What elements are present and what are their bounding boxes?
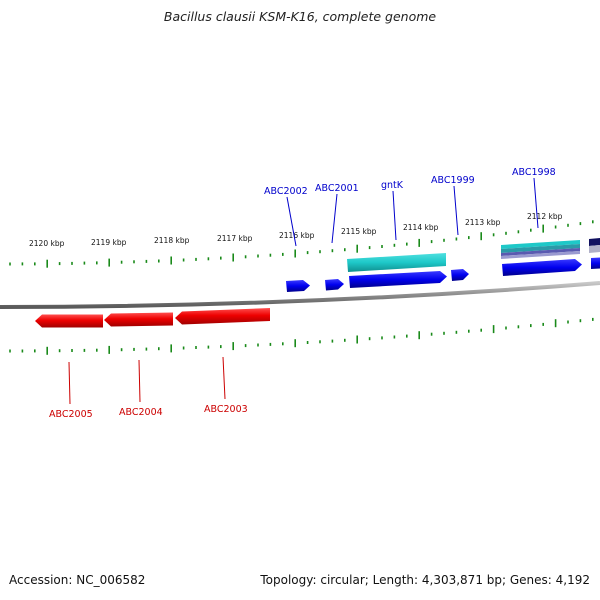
gene-arrow[interactable]: [286, 280, 310, 292]
map-title: Bacillus clausii KSM-K16, complete genom…: [163, 9, 437, 24]
gene-label[interactable]: ABC1998: [512, 167, 556, 178]
feature-band: [347, 253, 446, 272]
gene-arrow[interactable]: [591, 257, 600, 270]
gene-label[interactable]: ABC2003: [204, 404, 248, 415]
feature-band: [589, 245, 600, 253]
gene-arrow[interactable]: [349, 271, 447, 288]
forward-label-leaders: [286, 177, 539, 247]
gene-arrow[interactable]: [325, 279, 344, 291]
reverse-label-leaders: [68, 356, 226, 405]
reverse-strand-features: [35, 308, 270, 328]
gene-label[interactable]: ABC2004: [119, 407, 163, 418]
kbp-label: 2120 kbp: [29, 239, 65, 248]
kbp-label: 2113 kbp: [465, 218, 501, 227]
gene-arrow[interactable]: [451, 269, 469, 281]
genome-backbone: [0, 281, 600, 309]
gene-label[interactable]: ABC2002: [264, 186, 308, 197]
accession-text: Accession: NC_006582: [9, 573, 146, 587]
kbp-label: 2115 kbp: [341, 227, 377, 236]
scale-labels: 2120 kbp 2119 kbp 2118 kbp 2117 kbp 2116…: [29, 212, 563, 248]
gene-arrow[interactable]: [175, 308, 270, 325]
gene-arrow[interactable]: [104, 312, 173, 327]
kbp-label: 2119 kbp: [91, 238, 127, 247]
feature-band: [501, 251, 580, 259]
kbp-label: 2114 kbp: [403, 223, 439, 232]
scale-ticks-bottom: [9, 317, 594, 355]
gene-arrow[interactable]: [35, 314, 103, 328]
forward-strand-features: [286, 238, 600, 292]
gene-arrow[interactable]: [502, 259, 582, 276]
genome-info-text: Topology: circular; Length: 4,303,871 bp…: [260, 573, 590, 587]
gene-label[interactable]: gntK: [381, 180, 404, 191]
gene-label[interactable]: ABC1999: [431, 175, 475, 186]
kbp-label: 2118 kbp: [154, 236, 190, 245]
kbp-label: 2117 kbp: [217, 234, 253, 243]
kbp-label: 2116 kbp: [279, 231, 315, 240]
scale-ticks-top: [9, 220, 594, 268]
kbp-label: 2112 kbp: [527, 212, 563, 221]
gene-label[interactable]: ABC2001: [315, 183, 359, 194]
feature-band: [589, 238, 600, 246]
feature-band: [501, 240, 580, 249]
feature-band: [501, 244, 580, 253]
reverse-gene-labels: ABC2005 ABC2004 ABC2003: [49, 404, 248, 420]
forward-gene-labels: ABC2002 ABC2001 gntK ABC1999 ABC1998: [264, 167, 556, 197]
feature-band: [501, 248, 580, 256]
gene-label[interactable]: ABC2005: [49, 409, 93, 420]
